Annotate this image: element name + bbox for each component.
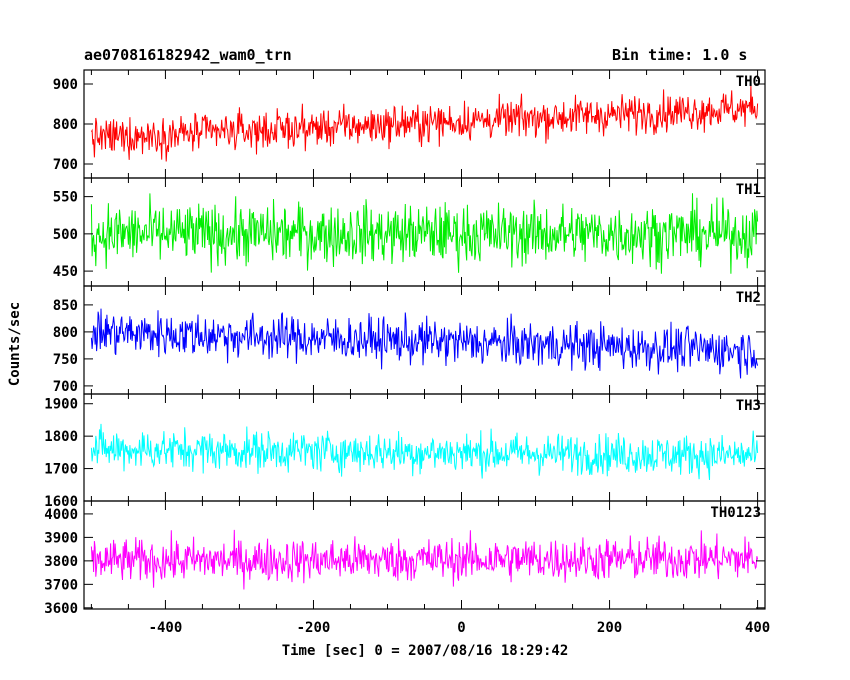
x-tick-label: 400 — [745, 620, 770, 636]
panel-label-th1: TH1 — [736, 182, 761, 198]
y-tick-label: 3900 — [44, 530, 78, 546]
y-tick-label: 1600 — [44, 494, 78, 510]
y-tick-label: 800 — [53, 325, 78, 341]
y-tick-label: 800 — [53, 117, 78, 133]
y-tick-label: 1700 — [44, 462, 78, 478]
series-th2 — [90, 308, 759, 379]
x-tick-label: 0 — [457, 620, 465, 636]
x-tick-label: 200 — [597, 620, 622, 636]
panel-label-th2: TH2 — [736, 290, 761, 306]
y-tick-label: 700 — [53, 157, 78, 173]
bin-time-label: Bin time: 1.0 s — [612, 46, 748, 64]
chart-title: ae070816182942_wam0_trn — [84, 46, 292, 64]
y-tick-label: 500 — [53, 227, 78, 243]
y-axis-label: Counts/sec — [7, 302, 23, 386]
panel-label-th0: TH0 — [736, 74, 761, 90]
y-tick-label: 850 — [53, 298, 78, 314]
y-tick-label: 1900 — [44, 397, 78, 413]
y-tick-label: 900 — [53, 77, 78, 93]
x-tick-label: -200 — [297, 620, 331, 636]
panel-label-th3: TH3 — [736, 398, 761, 414]
series-th3 — [90, 423, 759, 481]
y-tick-label: 700 — [53, 379, 78, 395]
series-th0123 — [90, 529, 759, 590]
y-tick-label: 1800 — [44, 429, 78, 445]
x-tick-label: -400 — [149, 620, 183, 636]
panel-frame-th3 — [83, 393, 766, 502]
y-tick-label: 550 — [53, 190, 78, 206]
series-th1 — [90, 193, 759, 274]
y-tick-label: 3600 — [44, 601, 78, 617]
y-tick-label: 3700 — [44, 577, 78, 593]
panel-label-th0123: TH0123 — [710, 505, 761, 521]
x-axis-label: Time [sec] 0 = 2007/08/16 18:29:42 — [282, 643, 569, 659]
y-tick-label: 450 — [53, 264, 78, 280]
y-tick-label: 750 — [53, 352, 78, 368]
series-th0 — [90, 85, 759, 162]
y-tick-label: 3800 — [44, 554, 78, 570]
y-tick-label: 4000 — [44, 507, 78, 523]
